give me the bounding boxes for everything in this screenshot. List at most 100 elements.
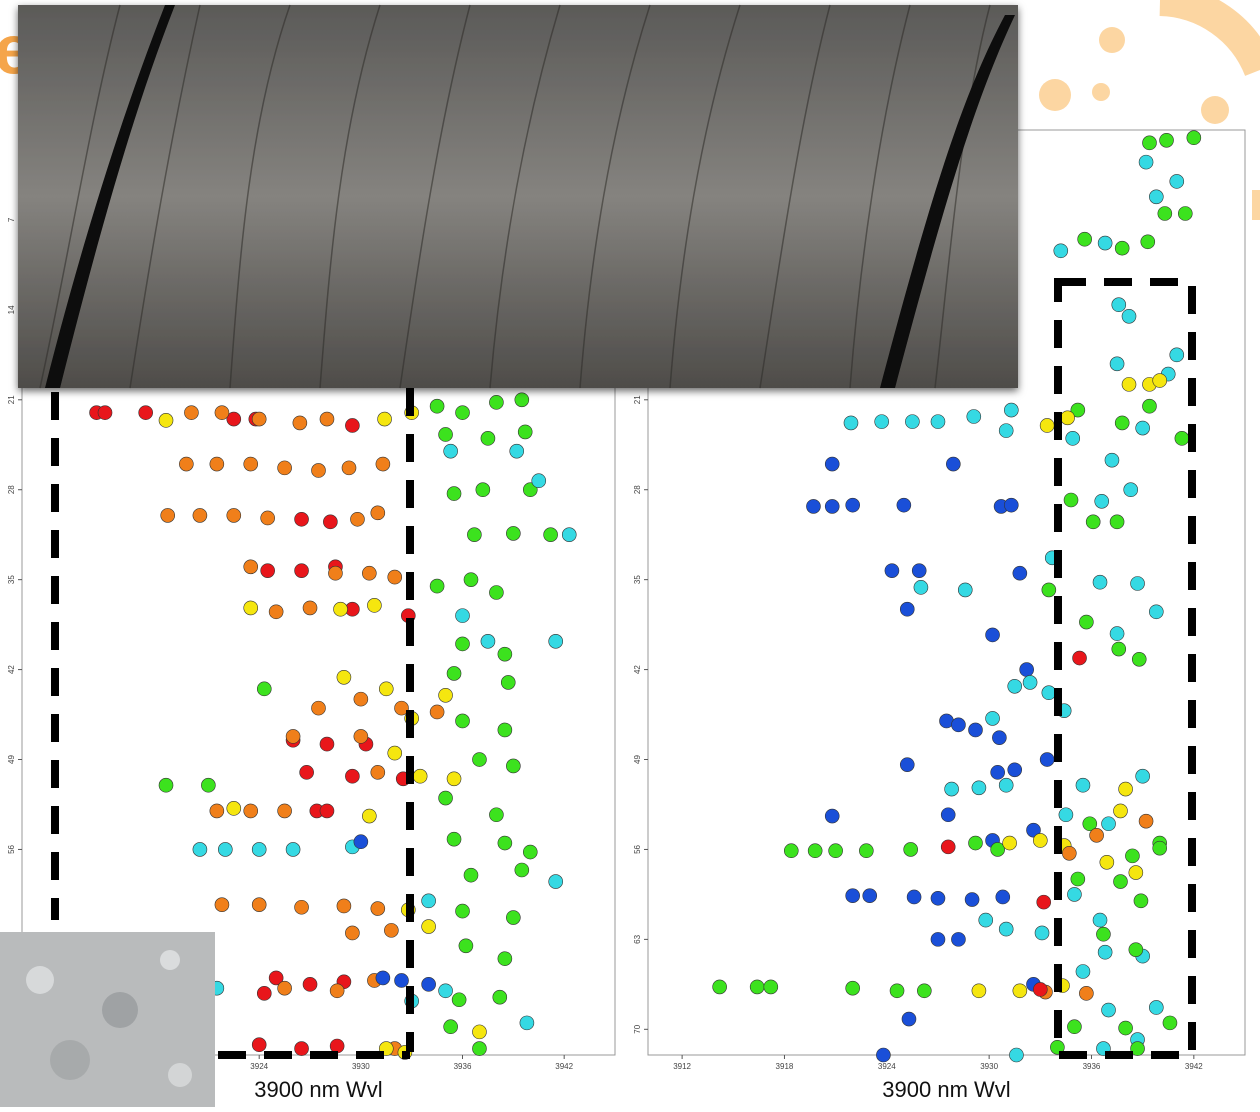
scatter-point: [749, 979, 765, 995]
scatter-point: [1135, 768, 1150, 784]
scatter-point: [268, 970, 284, 986]
scatter-point: [492, 989, 508, 1005]
scatter-point: [421, 893, 436, 909]
scatter-point: [377, 411, 392, 427]
scatter-point: [1079, 986, 1094, 1001]
scatter-point: [899, 757, 915, 772]
scatter-point: [1060, 410, 1075, 426]
scatter-point: [1109, 626, 1125, 641]
scatter-point: [1097, 944, 1113, 960]
scatter-point: [362, 565, 377, 581]
scatter-point: [394, 973, 409, 988]
y-tick-label: 56: [633, 844, 642, 853]
y-tick-label: 49: [7, 755, 16, 764]
scatter-point: [277, 980, 292, 996]
x-tick-label: 3936: [454, 1062, 472, 1071]
scatter-point: [1036, 894, 1052, 910]
scatter-point: [930, 932, 946, 947]
scatter-point: [1007, 762, 1023, 778]
scatter-point: [1114, 240, 1130, 256]
scatter-point: [971, 983, 987, 999]
scatter-point: [1113, 874, 1128, 889]
y-tick-label: 49: [633, 755, 642, 764]
scatter-point: [1004, 497, 1019, 513]
scatter-point: [1130, 1041, 1145, 1056]
scatter-point: [1169, 347, 1185, 363]
scatter-point: [1149, 604, 1164, 620]
scatter-point: [251, 411, 267, 427]
scatter-point: [209, 456, 225, 472]
scatter-point: [345, 925, 360, 941]
y-tick-label: 35: [7, 575, 16, 584]
scatter-point: [940, 839, 956, 855]
scatter-point: [1104, 452, 1120, 468]
scatter-point: [506, 758, 521, 774]
scatter-point: [455, 608, 470, 623]
scatter-point: [1101, 816, 1116, 832]
scatter-point: [1079, 614, 1094, 630]
x-tick-label: 3942: [1185, 1062, 1203, 1071]
scatter-point: [292, 415, 308, 431]
scatter-point: [971, 780, 987, 796]
scatter-point: [561, 527, 577, 542]
x-tick-label: 3924: [250, 1062, 268, 1071]
scatter-point: [370, 505, 386, 521]
scatter-point: [1109, 514, 1125, 530]
x-tick-label: 3912: [673, 1062, 691, 1071]
scatter-point: [489, 807, 504, 823]
scatter-point: [824, 456, 840, 472]
scatter-point: [783, 843, 799, 859]
scatter-point: [1041, 582, 1057, 598]
scatter-point: [859, 843, 874, 859]
scatter-point: [243, 600, 259, 616]
scatter-point: [329, 1038, 345, 1054]
scatter-point: [251, 1037, 267, 1053]
scatter-point: [429, 578, 445, 594]
scatter-point: [489, 395, 504, 410]
scatter-point: [294, 563, 309, 578]
scatter-point: [387, 569, 403, 585]
scatter-point: [1094, 493, 1110, 509]
scatter-point: [345, 418, 360, 433]
scatter-point: [341, 460, 357, 476]
scatter-point: [353, 729, 369, 744]
scatter-point: [1007, 678, 1023, 694]
scatter-point: [1149, 1000, 1164, 1015]
scatter-point: [1131, 652, 1147, 667]
scatter-point: [319, 736, 335, 752]
scatter-point: [992, 730, 1007, 745]
scatter-point: [985, 711, 1000, 726]
scatter-point: [807, 843, 823, 859]
scatter-point: [951, 717, 966, 733]
scatter-point: [1026, 822, 1041, 838]
scatter-point: [421, 919, 436, 934]
scatter-point: [458, 938, 474, 954]
scatter-point: [451, 992, 467, 1008]
x-tick-label: 3936: [1083, 1062, 1101, 1071]
scatter-point: [475, 482, 491, 498]
scatter-point: [874, 414, 889, 429]
scatter-point: [260, 510, 275, 526]
scatter-point: [370, 765, 386, 780]
scatter-point: [443, 1019, 458, 1035]
scatter-point: [277, 803, 292, 819]
scatter-point: [455, 903, 470, 919]
scatter-point: [294, 1041, 309, 1056]
scatter-point: [1012, 983, 1028, 999]
scatter-point: [500, 675, 516, 690]
scatter-point: [1123, 482, 1139, 498]
scatter-point: [429, 704, 445, 720]
scatter-point: [905, 414, 920, 429]
scatter-point: [472, 1024, 487, 1040]
scatter-point: [944, 781, 959, 797]
scatter-point: [901, 1011, 917, 1027]
scatter-point: [1128, 942, 1144, 957]
scatter-point: [1138, 813, 1154, 829]
scatter-point: [1077, 231, 1092, 247]
scatter-point: [1178, 206, 1193, 221]
scatter-point: [1092, 912, 1108, 928]
scatter-point: [514, 862, 530, 878]
scatter-point: [311, 700, 326, 716]
scatter-point: [548, 874, 564, 889]
scatter-point: [519, 1015, 535, 1031]
